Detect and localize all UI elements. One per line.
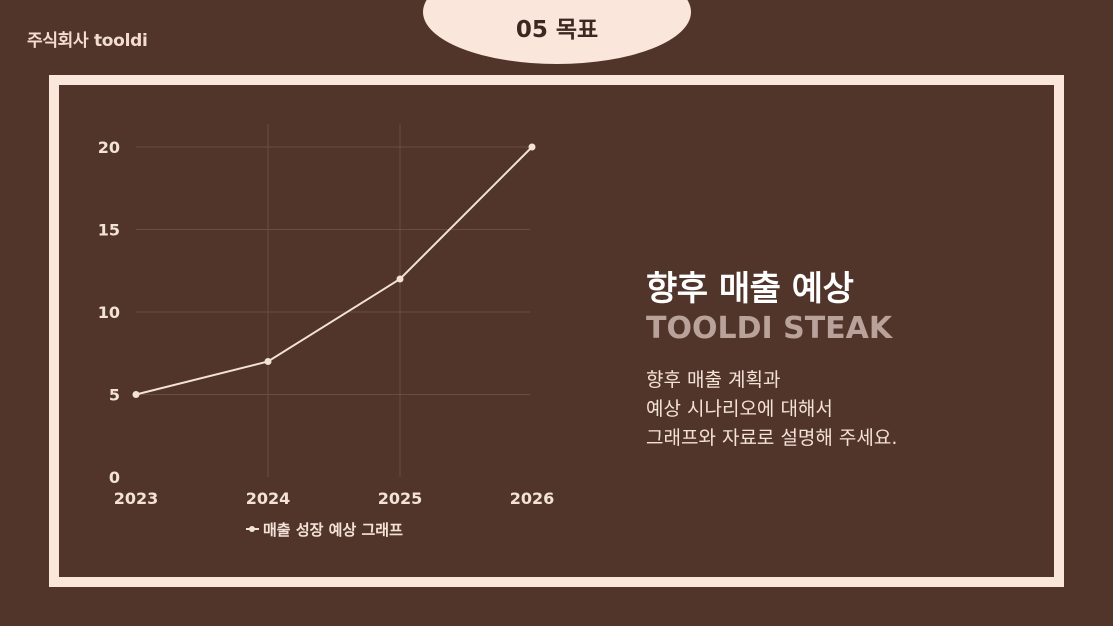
data-point xyxy=(396,275,404,283)
y-tick-label: 5 xyxy=(109,386,120,405)
y-tick-label: 0 xyxy=(109,468,120,487)
data-point xyxy=(132,391,140,398)
data-point xyxy=(528,143,536,151)
y-tick-label: 10 xyxy=(98,303,120,322)
company-name: 주식회사 tooldi xyxy=(27,31,148,51)
y-tick-label: 20 xyxy=(98,138,120,157)
description-line: 그래프와 자료로 설명해 주세요. xyxy=(646,427,898,449)
x-tick-label: 2024 xyxy=(246,489,291,508)
description: 향후 매출 계획과 예상 시나리오에 대해서 그래프와 자료로 설명해 주세요. xyxy=(646,366,897,453)
description-line: 향후 매출 계획과 xyxy=(646,369,781,391)
section-title: 05 목표 xyxy=(515,17,599,43)
data-point xyxy=(264,358,272,365)
headline: 향후 매출 예상 xyxy=(646,269,854,309)
x-tick-label: 2023 xyxy=(114,489,159,508)
x-tick-label: 2026 xyxy=(510,489,555,508)
series-line xyxy=(135,146,533,396)
description-line: 예상 시나리오에 대해서 xyxy=(646,398,833,420)
x-tick-label: 2025 xyxy=(378,489,423,508)
legend-label: 매출 성장 예상 그래프 xyxy=(263,521,403,539)
subheadline: TOOLDI STEAK xyxy=(646,311,893,346)
y-tick-label: 15 xyxy=(98,221,120,240)
legend-marker xyxy=(249,526,255,532)
content-frame xyxy=(49,75,1064,587)
